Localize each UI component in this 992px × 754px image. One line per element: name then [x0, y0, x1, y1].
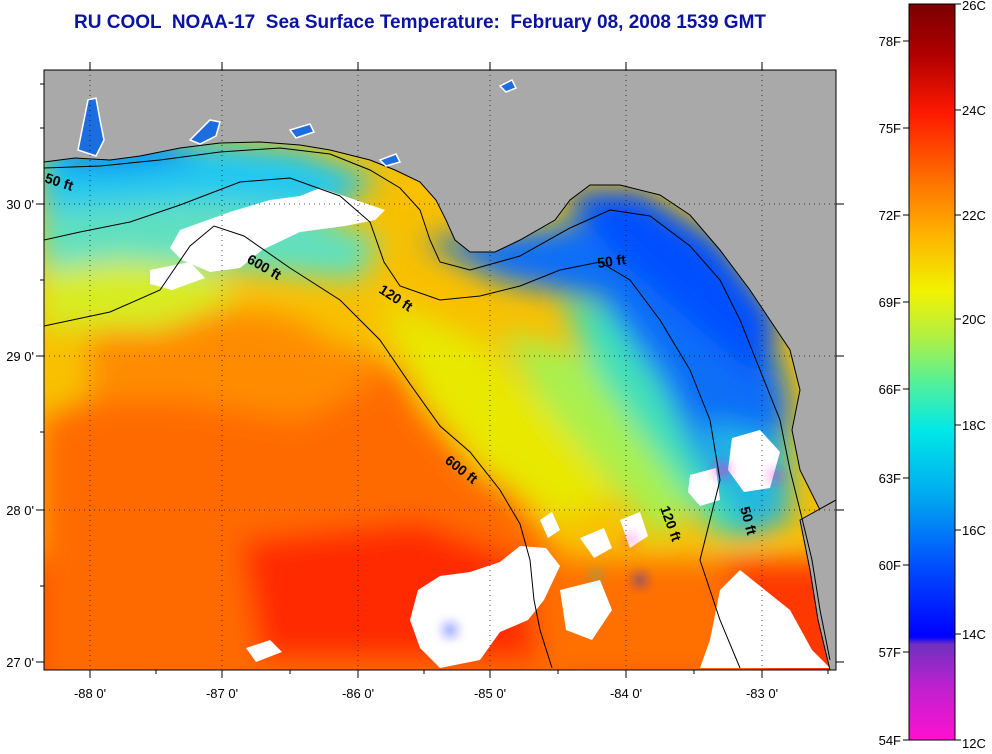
colorbar-f-label: 57F: [879, 645, 901, 660]
bathymetry-contours: [44, 147, 831, 669]
colorbar-c-label: 20C: [962, 312, 986, 327]
colorbar-f-label: 75F: [879, 121, 901, 136]
colorbar-f-label: 69F: [879, 295, 901, 310]
colorbar-c-label: 12C: [962, 736, 986, 751]
y-axis-labels: 30 0' 29 0' 28 0' 27 0': [6, 197, 34, 670]
contour-600ft: [44, 225, 553, 669]
colorbar-f-label: 60F: [879, 558, 901, 573]
x-tick-label: -84 0': [610, 686, 642, 701]
x-tick-label: -86 0': [342, 686, 374, 701]
colorbar-gradient: [908, 3, 956, 741]
x-tick-label: -83 0': [746, 686, 778, 701]
colorbar-f-label: 54F: [879, 733, 901, 748]
land: [44, 70, 836, 670]
tick-marks: [36, 62, 844, 678]
contour-label-50ft-big-bend: 50 ft: [596, 251, 627, 271]
colorbar-f-label: 63F: [879, 471, 901, 486]
graticule: [44, 70, 836, 670]
y-tick-label: 29 0': [6, 349, 34, 364]
colorbar-c-label: 18C: [962, 418, 986, 433]
y-tick-label: 28 0': [6, 503, 34, 518]
colorbar-c-label: 24C: [962, 103, 986, 118]
colorbar-celsius-labels: 26C 24C 22C 20C 18C 16C 14C 12C: [962, 0, 986, 751]
y-tick-label: 27 0': [6, 655, 34, 670]
map-frame: [43, 69, 837, 671]
y-tick-label: 30 0': [6, 197, 34, 212]
colorbar-f-ticks: [903, 40, 909, 741]
x-tick-label: -87 0': [206, 686, 238, 701]
colorbar-c-ticks: [955, 3, 961, 741]
colorbar-f-label: 78F: [879, 34, 901, 49]
colorbar-f-label: 72F: [879, 208, 901, 223]
contour-label-50ft-south: 50 ft: [737, 505, 760, 537]
colorbar-f-label: 66F: [879, 382, 901, 397]
colorbar-fahrenheit-labels: 78F 75F 72F 69F 66F 63F 60F 57F 54F: [879, 34, 901, 748]
contour-50ft: [44, 147, 831, 661]
colorbar-c-label: 14C: [962, 627, 986, 642]
x-tick-label: -88 0': [74, 686, 106, 701]
colorbar-c-label: 22C: [962, 208, 986, 223]
map-title: RU COOL NOAA-17 Sea Surface Temperature:…: [74, 12, 766, 33]
cloud-cover: [150, 188, 830, 668]
bays: [77, 78, 518, 167]
colorbar: 78F 75F 72F 69F 66F 63F 60F 57F 54F 26C …: [879, 0, 986, 751]
colorbar-c-label: 16C: [962, 523, 986, 538]
colorbar-c-label: 26C: [962, 0, 986, 13]
x-tick-label: -85 0': [474, 686, 506, 701]
contour-120ft: [44, 177, 741, 669]
sst-map: 50 ft 600 ft 120 ft 50 ft 600 ft 120 ft …: [44, 70, 836, 670]
x-axis-labels: -88 0' -87 0' -86 0' -85 0' -84 0' -83 0…: [74, 686, 778, 701]
